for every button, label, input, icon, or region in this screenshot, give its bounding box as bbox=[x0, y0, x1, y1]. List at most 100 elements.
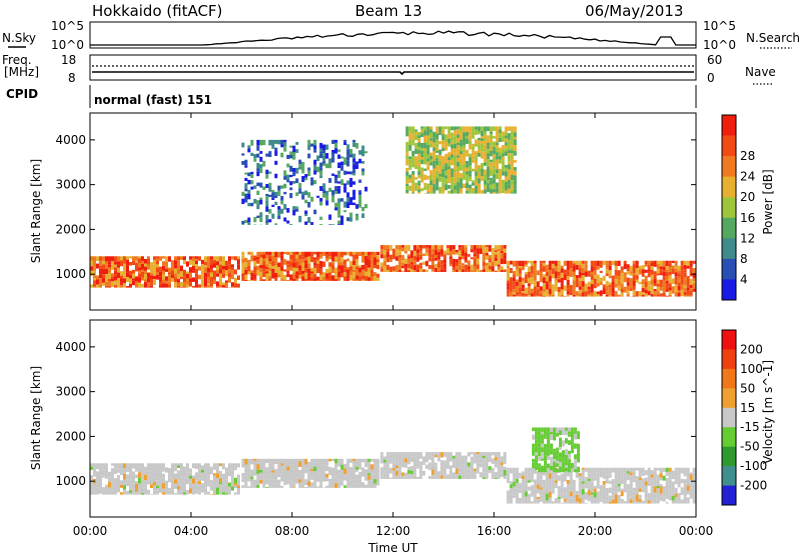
echo-cell bbox=[620, 498, 624, 503]
echo-cell bbox=[555, 469, 559, 473]
echo-cell bbox=[265, 169, 269, 175]
echo-cell bbox=[414, 129, 418, 132]
echo-cell bbox=[507, 126, 511, 131]
echo-cell bbox=[304, 257, 308, 261]
echo-cell bbox=[349, 177, 353, 182]
echo-cell bbox=[295, 251, 299, 255]
echo-cell bbox=[491, 266, 495, 272]
echo-cell bbox=[114, 285, 117, 288]
echo-cell bbox=[443, 263, 447, 268]
echo-cell bbox=[298, 190, 302, 194]
echo-cell bbox=[376, 259, 380, 263]
echo-cell bbox=[268, 186, 272, 192]
echo-cell bbox=[584, 477, 588, 483]
echo-cell bbox=[132, 489, 135, 493]
echo-cell bbox=[428, 462, 432, 467]
echo-cell bbox=[515, 497, 519, 501]
echo-cell bbox=[135, 491, 138, 495]
echo-cell bbox=[473, 258, 477, 261]
echo-cell bbox=[641, 467, 645, 473]
echo-cell bbox=[310, 465, 314, 469]
echo-cell bbox=[428, 250, 432, 253]
echo-cell bbox=[289, 475, 293, 481]
echo-cell bbox=[513, 136, 517, 140]
echo-cell bbox=[423, 168, 427, 171]
echo-cell bbox=[247, 478, 251, 482]
echo-cell bbox=[536, 488, 540, 492]
echo-cell bbox=[449, 452, 453, 457]
echo-cell bbox=[301, 270, 305, 274]
echo-cell bbox=[201, 269, 204, 275]
echo-cell bbox=[105, 476, 108, 479]
echo-cell bbox=[328, 251, 332, 257]
echo-cell bbox=[512, 467, 516, 471]
echo-cell bbox=[117, 278, 120, 284]
echo-cell bbox=[195, 279, 198, 285]
echo-cell bbox=[183, 269, 186, 274]
echo-cell bbox=[480, 153, 484, 159]
echo-cell bbox=[587, 478, 591, 482]
echo-cell bbox=[501, 148, 505, 154]
echo-cell bbox=[470, 466, 474, 471]
echo-cell bbox=[515, 260, 519, 266]
echo-cell bbox=[343, 473, 347, 477]
echo-cell bbox=[542, 479, 546, 485]
echo-cell bbox=[491, 472, 495, 479]
echo-cell bbox=[316, 280, 320, 281]
echo-cell bbox=[289, 259, 293, 262]
echo-cell bbox=[289, 266, 293, 271]
echo-cell bbox=[117, 466, 120, 469]
echo-cell bbox=[407, 268, 411, 271]
echo-cell bbox=[271, 485, 275, 488]
echo-cell bbox=[461, 471, 465, 475]
echo-cell bbox=[355, 204, 359, 209]
echo-cell bbox=[349, 261, 353, 267]
echo-cell bbox=[474, 139, 478, 144]
echo-cell bbox=[108, 278, 111, 282]
echo-cell bbox=[575, 282, 579, 288]
echo-cell bbox=[555, 447, 559, 451]
echo-cell bbox=[474, 185, 478, 191]
echo-cell bbox=[479, 472, 483, 475]
echo-cell bbox=[120, 469, 123, 476]
echo-cell bbox=[632, 285, 636, 290]
echo-cell bbox=[337, 277, 341, 281]
echo-cell bbox=[668, 287, 672, 291]
echo-cell bbox=[470, 477, 474, 479]
echo-cell bbox=[367, 273, 371, 278]
echo-cell bbox=[692, 484, 696, 489]
echo-cell bbox=[458, 245, 462, 248]
echo-cell bbox=[150, 262, 153, 268]
echo-cell bbox=[334, 251, 338, 257]
colorbar-swatch bbox=[722, 446, 736, 467]
echo-cell bbox=[256, 162, 260, 169]
echo-cell bbox=[274, 195, 278, 198]
echo-cell bbox=[683, 265, 687, 270]
echo-cell bbox=[542, 488, 546, 491]
echo-cell bbox=[677, 276, 681, 281]
echo-cell bbox=[416, 269, 420, 272]
echo-cell bbox=[346, 473, 350, 477]
echo-cell bbox=[573, 430, 577, 434]
echo-cell bbox=[301, 273, 305, 277]
echo-cell bbox=[117, 283, 120, 288]
echo-cell bbox=[611, 281, 615, 286]
echo-cell bbox=[593, 270, 597, 276]
echo-cell bbox=[367, 458, 371, 462]
echo-cell bbox=[416, 452, 420, 457]
echo-cell bbox=[120, 492, 123, 495]
echo-cell bbox=[467, 260, 471, 267]
echo-cell bbox=[259, 466, 263, 470]
echo-cell bbox=[417, 165, 421, 172]
echo-cell bbox=[566, 495, 570, 498]
echo-cell bbox=[183, 471, 186, 478]
echo-cell bbox=[500, 472, 504, 478]
echo-cell bbox=[567, 454, 571, 460]
echo-cell bbox=[542, 295, 546, 297]
echo-cell bbox=[611, 497, 615, 500]
echo-cell bbox=[560, 487, 564, 494]
echo-cell bbox=[468, 173, 472, 177]
echo-cell bbox=[662, 491, 666, 497]
echo-cell bbox=[440, 465, 444, 471]
